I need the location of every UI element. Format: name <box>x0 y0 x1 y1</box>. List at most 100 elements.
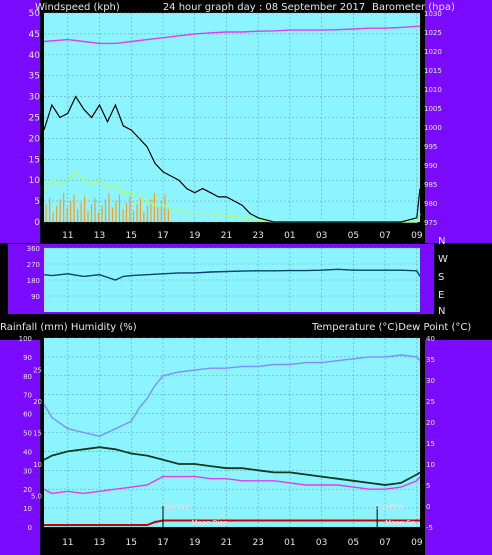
temp-tick-label: 5 <box>426 482 430 490</box>
rain-series <box>44 519 420 526</box>
compass-letter: N <box>438 236 445 247</box>
y-right-tick-label: 975 <box>424 219 437 227</box>
wind-dir-bar <box>87 210 89 222</box>
x-tick-label-bottom: 05 <box>348 538 359 548</box>
right-frame-bottom <box>425 340 492 555</box>
y-right-tick-label: 1015 <box>424 67 442 75</box>
x-tick-label: 13 <box>94 231 105 241</box>
wind-dir-bar <box>122 209 124 222</box>
wind-dir-bar <box>101 205 103 222</box>
wind-dir-bar <box>132 210 135 222</box>
x-tick-label-bottom: 07 <box>379 538 390 548</box>
temp-tick-label: 25 <box>426 398 435 406</box>
direction-tick-label: 270 <box>27 261 40 269</box>
rain-tick-label: 15 <box>33 430 42 438</box>
pressure-series <box>43 25 420 45</box>
wind-dir-bar <box>153 192 155 222</box>
dewpoint-series <box>43 475 421 495</box>
y-right-tick-label: 1005 <box>424 105 442 113</box>
y-left-tick-label: 25 <box>29 114 40 124</box>
wind-dir-bar <box>136 204 138 222</box>
direction-tick-label: 180 <box>27 277 40 285</box>
wind-dir-bar <box>76 209 79 222</box>
moonset-label: Moon Se <box>385 519 415 527</box>
gust-series <box>43 95 421 223</box>
temp-tick-label: 35 <box>426 356 435 364</box>
x-tick-label: 07 <box>379 231 390 241</box>
middle-header-left: Rainfall (mm) Humidity (%) <box>0 322 137 333</box>
x-tick-label-bottom: 03 <box>316 538 327 548</box>
humidity-series <box>43 354 421 438</box>
wind-dir-bar <box>118 194 121 222</box>
x-tick-label: 19 <box>189 231 201 241</box>
wind-dir-bar <box>73 194 75 222</box>
humidity-tick-label: 10 <box>23 505 32 513</box>
wind-dir-bar <box>66 207 68 222</box>
humidity-tick-label: 50 <box>23 430 32 438</box>
temp-tick-label: 15 <box>426 440 435 448</box>
x-tick-label: 03 <box>316 231 327 241</box>
rain-tick-label: 5.0 <box>31 493 42 501</box>
sunrise-label: SunRise <box>376 503 404 511</box>
sunset-label: SunSet <box>165 503 190 511</box>
compass-letter: W <box>438 254 448 265</box>
wind-dir-bar <box>80 202 82 222</box>
x-tick-label: 23 <box>252 231 263 241</box>
x-tick-label-bottom: 19 <box>189 538 201 548</box>
rain-tick-label: 10 <box>33 461 42 469</box>
wind-dir-bar <box>150 199 152 222</box>
left-frame-bottom <box>0 340 40 555</box>
humidity-tick-label: 70 <box>23 392 32 400</box>
compass-letter: S <box>438 272 444 283</box>
wind-dir-bar <box>129 196 131 222</box>
y-left-tick-label: 40 <box>29 51 41 61</box>
wind-dir-bar <box>49 198 51 222</box>
y-right-tick-label: 1020 <box>424 48 442 56</box>
y-right-tick-label: 1025 <box>424 29 442 37</box>
temp-tick-label: 30 <box>426 377 435 385</box>
x-tick-label-bottom: 15 <box>126 538 137 548</box>
x-tick-label: 01 <box>284 231 295 241</box>
right-frame-top <box>425 0 492 243</box>
y-left-tick-label: 0 <box>34 218 40 228</box>
wind-dir-bar <box>52 212 54 222</box>
wind-dir-bar <box>97 212 100 222</box>
wind-dir-bar <box>90 204 93 222</box>
y-right-tick-label: 995 <box>424 143 437 151</box>
wind-dir-bar <box>108 193 110 222</box>
humidity-tick-label: 30 <box>23 467 32 475</box>
direction-tick-label: 90 <box>31 293 40 301</box>
avg-wind-series <box>43 170 421 223</box>
y-right-tick-label: 985 <box>424 181 437 189</box>
x-tick-label-bottom: 09 <box>411 538 423 548</box>
y-right-tick-label: 1000 <box>424 124 442 132</box>
x-tick-label: 09 <box>411 231 423 241</box>
y-left-tick-label: 35 <box>29 72 40 82</box>
wind-dir-bar <box>146 205 149 222</box>
temp-tick-label: 40 <box>426 335 435 343</box>
humidity-tick-label: 60 <box>23 411 32 419</box>
moonrise-label: Moon Rise <box>192 519 228 527</box>
rain-tick-label: 25 <box>33 367 42 375</box>
x-tick-label-bottom: 17 <box>157 538 168 548</box>
temperature-series <box>43 446 421 486</box>
x-tick-label-bottom: 13 <box>94 538 105 548</box>
wind-dir-bar <box>56 206 58 222</box>
y-left-tick-label: 15 <box>29 155 40 165</box>
wind-dir-bar <box>94 197 96 222</box>
wind-dir-bar <box>157 207 159 222</box>
x-tick-label-bottom: 01 <box>284 538 295 548</box>
wind-dir-bar <box>70 201 72 222</box>
wind-dir-bar <box>125 202 128 222</box>
wind-dir-bar <box>115 201 117 222</box>
wind-dir-bar <box>167 209 169 222</box>
x-tick-label-bottom: 23 <box>252 538 263 548</box>
header-center: 24 hour graph day : 08 September 2017 <box>163 2 365 13</box>
humidity-tick-label: 20 <box>23 486 32 494</box>
y-left-tick-label: 10 <box>29 176 41 186</box>
header-left: Windspeed (kph) <box>35 2 120 13</box>
y-left-tick-label: 5 <box>34 197 40 207</box>
wind-direction-series <box>43 268 421 281</box>
